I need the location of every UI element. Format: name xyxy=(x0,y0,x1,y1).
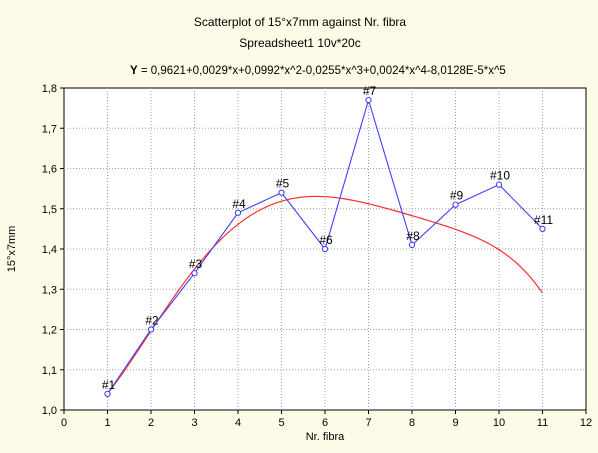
data-point xyxy=(191,269,198,277)
x-tick-label: 5 xyxy=(278,417,284,429)
data-point-label: #1 xyxy=(102,378,116,392)
y-tick-label: 1,1 xyxy=(42,365,57,377)
data-series-group xyxy=(104,96,546,398)
data-point xyxy=(234,209,242,216)
equation-prefix: Y xyxy=(130,65,138,77)
data-point xyxy=(495,181,503,188)
x-tick-label: 8 xyxy=(409,417,415,429)
data-point xyxy=(408,241,416,249)
y-tick-label: 1,2 xyxy=(42,325,57,337)
equation-body: = 0,9621+0,0029*x+0,0992*x^2-0,0255*x^3+… xyxy=(138,65,506,77)
data-point xyxy=(365,96,372,104)
x-tick-label: 12 xyxy=(580,417,592,429)
x-tick-label: 7 xyxy=(365,417,371,429)
x-tick-label: 11 xyxy=(537,417,548,429)
data-point xyxy=(278,189,285,196)
point-labels-group: #1 #2 #3 #4 #5 #6 #7 #8 #9 #10 #11 xyxy=(102,84,554,392)
data-point xyxy=(452,201,459,208)
y-tick-label: 1,3 xyxy=(42,284,57,296)
fit-curve xyxy=(107,195,543,394)
data-point xyxy=(147,326,155,333)
data-point-label: #9 xyxy=(450,189,464,203)
data-point-label: #11 xyxy=(534,213,553,227)
y-tick-label: 1,4 xyxy=(42,244,57,256)
data-point-label: #6 xyxy=(319,233,333,247)
y-tick-label: 1,0 xyxy=(42,405,57,417)
data-point-label: #5 xyxy=(276,177,290,191)
y-tick-label: 1,5 xyxy=(42,204,57,216)
x-axis-title: Nr. fibra xyxy=(306,431,345,443)
regression-equation: Y = 0,9621+0,0029*x+0,0992*x^2-0,0255*x^… xyxy=(130,65,506,77)
y-tick-label: 1,6 xyxy=(42,164,57,176)
data-point-label: #3 xyxy=(189,257,203,271)
data-point-label: #2 xyxy=(145,314,159,328)
data-point xyxy=(104,390,111,398)
x-tick-label: 4 xyxy=(235,417,241,429)
data-point-label: #4 xyxy=(232,197,246,211)
chart-subtitle: Spreadsheet1 10v*20c xyxy=(239,36,360,50)
fit-curve-group xyxy=(107,195,543,394)
chart-title: Scatterplot of 15°x7mm against Nr. fibra xyxy=(194,15,407,29)
y-tick-label: 1,7 xyxy=(42,123,57,135)
x-tick-label: 9 xyxy=(452,417,458,429)
x-tick-label: 6 xyxy=(322,417,328,429)
y-tick-label: 1,8 xyxy=(42,83,57,95)
x-tick-label: 10 xyxy=(493,417,505,429)
y-axis-title: 15°x7mm xyxy=(6,226,18,273)
data-point xyxy=(321,245,329,253)
data-point-label: #10 xyxy=(490,169,510,183)
x-tick-label: 1 xyxy=(104,417,110,429)
x-tick-label: 0 xyxy=(61,417,67,429)
data-point xyxy=(539,225,546,233)
x-tick-label: 3 xyxy=(191,417,197,429)
data-point-label: #8 xyxy=(406,229,420,243)
data-point-label: #7 xyxy=(363,84,377,98)
x-tick-label: 2 xyxy=(148,417,154,429)
axis-ticks: 0 1 2 3 4 5 6 7 8 9 10 11 121,01,11,21,31,41,51,61,7… xyxy=(42,83,592,429)
